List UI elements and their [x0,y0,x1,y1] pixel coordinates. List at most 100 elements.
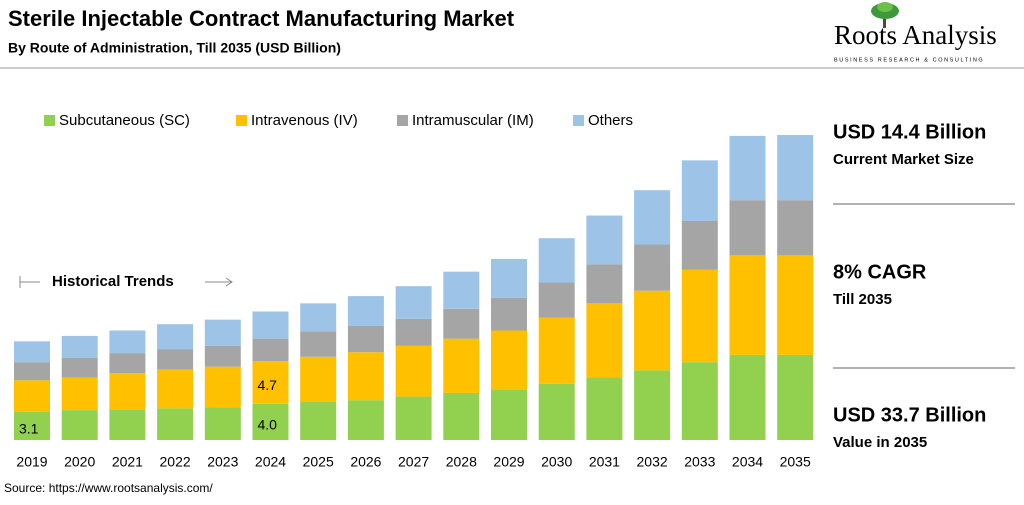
highlight-headline: 8% CAGR [833,261,927,283]
x-tick-label: 2022 [160,454,191,470]
bar-segment [14,411,50,440]
bar-segment [252,403,289,440]
bar-segment [443,392,480,440]
x-tick-label: 2025 [303,454,334,470]
bar-segment [204,345,241,367]
bar-segment [109,409,146,440]
logo-icon [871,2,899,28]
annotation: Historical Trends [52,273,174,290]
x-tick-label: 2023 [207,454,238,470]
x-tick-label: 2020 [64,454,95,470]
bar-segment [347,400,384,440]
x-tick-label: 2021 [112,454,143,470]
highlight-caption: Current Market Size [833,151,974,168]
legend-label: Others [588,112,633,129]
bar-segment [586,377,623,440]
x-tick-label: 2019 [16,454,47,470]
bar-segment [109,330,146,354]
bar-segment [634,244,671,291]
bar-segment [777,255,814,355]
bar-segment [157,369,194,409]
bar-segment [681,220,718,270]
bar-segment [538,383,575,440]
bar-segment [491,389,527,440]
bar-segment [300,356,337,402]
bar-segment [300,331,337,357]
bar-segment [204,407,241,440]
bar-segment [204,319,241,346]
bar-segment [61,410,98,440]
legend-label: Intramuscular (IM) [412,112,534,129]
legend-swatch [236,115,247,126]
bar-segment [14,380,50,412]
legend-swatch [397,115,408,126]
x-tick-label: 2029 [493,454,524,470]
x-tick-label: 2028 [446,454,477,470]
x-tick-label: 2032 [637,454,668,470]
bar-segment [777,200,814,256]
bar-segment [538,317,575,384]
bar-segment [157,349,194,370]
value-label: 3.1 [19,421,39,437]
bar-segment [395,318,432,346]
highlight-headline: USD 33.7 Billion [833,404,986,426]
legend-swatch [44,115,55,126]
bar-segment [157,324,194,350]
bar-segment [681,160,718,221]
x-tick-label: 2035 [780,454,811,470]
chart-subtitle: By Route of Administration, Till 2035 (U… [8,40,341,56]
bar-segment [204,366,241,408]
highlight-caption: Value in 2035 [833,434,927,451]
bar-segment [586,215,623,265]
legend-label: Intravenous (IV) [251,112,358,129]
bar-segment [443,308,480,339]
x-tick-label: 2030 [541,454,572,470]
bar-segment [777,354,814,440]
chart-title: Sterile Injectable Contract Manufacturin… [8,6,515,31]
bar-segment [491,259,527,298]
bar-segment [395,286,432,319]
bar-segment [634,290,671,371]
bar-segment [777,135,814,201]
logo-name: Roots Analysis [834,20,997,50]
bar-segment [395,345,432,397]
x-tick-label: 2034 [732,454,763,470]
legend-label: Subcutaneous (SC) [59,112,190,129]
bar-segment [14,341,50,363]
bar-segment [538,238,575,283]
bar-segment [61,357,98,378]
bar-segment [252,311,289,339]
bar-segment [443,338,480,393]
legend-swatch [573,115,584,126]
bar-segment [347,296,384,326]
bar-segment [300,303,337,332]
bar-segment [14,362,50,381]
bar-segment [491,330,527,390]
bar-segment [729,354,766,440]
x-tick-label: 2024 [255,454,286,470]
bar-segment [729,135,766,201]
bar-segment [586,303,623,378]
highlight-caption: Till 2035 [833,291,892,308]
bar-segment [681,269,718,363]
bar-segment [395,396,432,440]
x-tick-label: 2026 [350,454,381,470]
bar-segment [634,370,671,440]
bar-segment [347,352,384,401]
annotation-arrowhead [225,277,233,287]
bar-segment [491,297,527,331]
value-label: 4.7 [258,377,278,393]
x-tick-label: 2033 [684,454,715,470]
logo-tagline: BUSINESS RESEARCH & CONSULTING [834,57,984,63]
bar-segment [61,377,98,411]
bar-segment [634,190,671,245]
bar-segment [109,353,146,374]
bar-segment [681,362,718,440]
bar-segment [157,408,194,440]
bar-segment [729,255,766,355]
source: Source: https://www.rootsanalysis.com/ [4,481,213,495]
bar-segment [109,373,146,410]
bar-segment [443,271,480,309]
